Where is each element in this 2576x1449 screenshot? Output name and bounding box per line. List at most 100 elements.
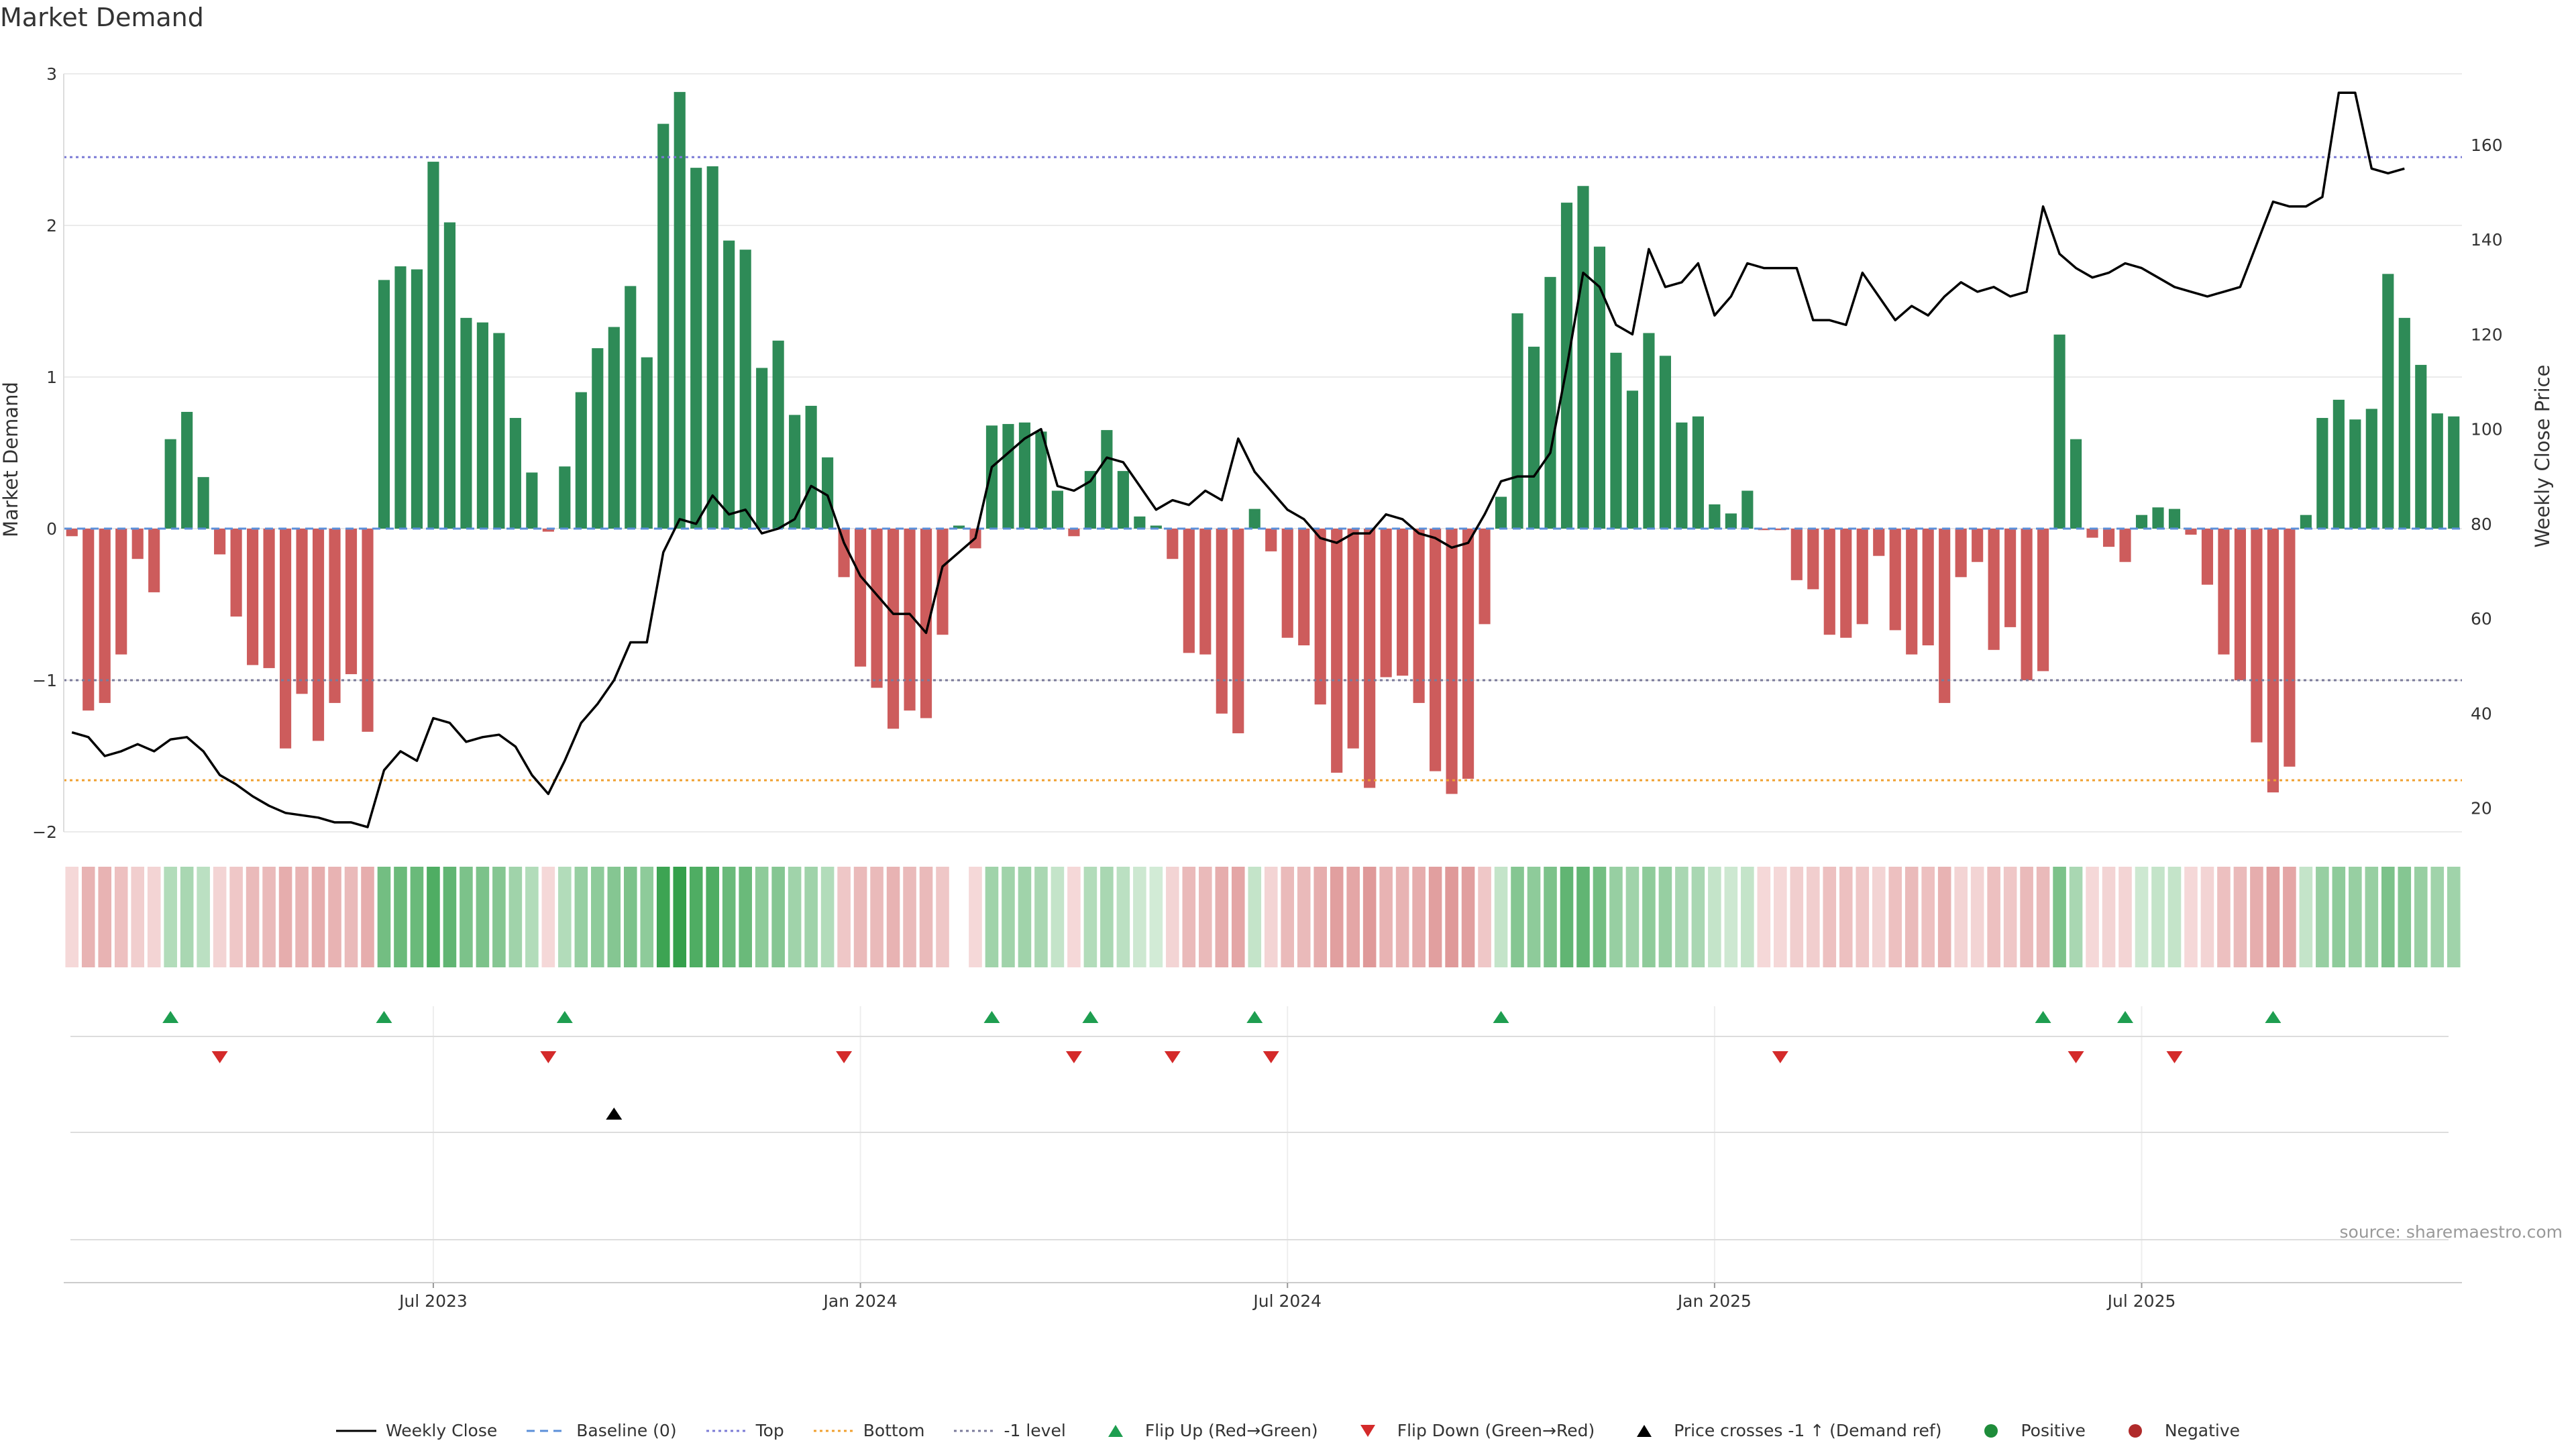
color-strip-cell [2069,867,2083,967]
positive-demand-bar [2332,399,2345,529]
legend-label: Flip Down (Green→Red) [1397,1421,1595,1440]
negative-demand-bar [542,529,554,532]
negative-demand-bar [1807,529,1819,590]
color-strip-cell [2447,867,2461,967]
legend-item-minus-one: -1 level [954,1421,1066,1440]
color-strip-cell [2053,867,2066,967]
color-strip-cell [295,867,309,967]
left-axis-label: Market Demand [0,382,22,537]
negative-demand-bar [1347,529,1359,749]
negative-demand-bar [1183,529,1195,653]
positive-demand-bar [739,250,751,529]
color-strip-cell [1133,867,1146,967]
color-strip-cell [2036,867,2050,967]
negative-demand-bar [1167,529,1179,559]
close-price-line [71,91,2405,828]
color-strip-cell [2233,867,2247,967]
color-strip-cell [623,867,637,967]
color-strip-cell [1691,867,1705,967]
color-strip-cell [1724,867,1738,967]
negative-demand-bar [1446,529,1458,794]
left-tick-label: 1 [46,368,57,387]
positive-demand-bar [427,162,439,529]
negative-demand-bar [1823,529,1835,635]
negative-demand-bar [279,529,292,749]
color-strip-cell [1248,867,1262,967]
positive-demand-bar [1018,422,1031,529]
flip-down-marker [1263,1051,1279,1063]
color-strip-cell [969,867,982,967]
positive-demand-bar [411,269,423,529]
negative-demand-bar [83,529,95,711]
positive-demand-bar [2135,515,2148,529]
positive-demand-bar [723,240,735,529]
color-strip-cell [1166,867,1179,967]
positive-demand-bar [2382,274,2394,529]
positive-demand-bar [1643,333,1655,529]
negative-demand-bar [1068,529,1080,537]
color-strip-cell [673,867,687,967]
positive-demand-bar [575,392,587,529]
color-strip-cell [1445,867,1458,967]
negative-demand-bar [2284,529,2296,767]
negative-demand-bar [329,529,341,703]
negative-demand-bar [1199,529,1212,655]
flip-up-marker [162,1011,179,1023]
color-strip-cell [1264,867,1278,967]
positive-demand-bar [1626,390,1639,529]
right-tick-label: 160 [2471,136,2503,155]
color-strip-cell [1806,867,1820,967]
negative-demand-bar [855,529,867,667]
flip-down-marker [836,1051,853,1063]
demand-color-strip [65,867,2461,967]
right-tick-label: 100 [2471,420,2503,439]
positive-demand-bar [2415,364,2427,529]
color-strip-cell [1083,867,1097,967]
negative-demand-bar [1972,529,1984,562]
positive-demand-bar [1544,276,1556,529]
color-strip-cell [1379,867,1393,967]
negative-demand-bar [1856,529,1868,625]
positive-demand-bar [2300,515,2312,529]
color-strip-cell [197,867,210,967]
flip-down-marker [1065,1051,1082,1063]
positive-demand-bar [805,405,817,529]
color-strip-cell [460,867,473,967]
color-strip-cell [755,867,769,967]
flip-up-marker [1246,1011,1263,1023]
color-strip-cell [985,867,999,967]
color-strip-cell [1576,867,1590,967]
color-strip-cell [2167,867,2182,967]
positive-demand-bar [1741,490,1754,529]
color-strip-cell [1395,867,1409,967]
color-strip-cell [2349,867,2362,967]
left-tick-label: 3 [46,64,57,84]
positive-demand-bar [394,266,407,529]
negative-demand-bar [1462,529,1474,779]
color-strip-cell [2365,867,2379,967]
legend-swatch [706,1423,747,1439]
negative-demand-bar [1430,529,1442,771]
negative-demand-bar [1774,529,1786,531]
x-tick-label: Jul 2023 [398,1291,468,1311]
right-tick-label: 40 [2471,704,2492,723]
color-strip-cell [81,867,95,967]
positive-demand-bar [476,322,488,529]
color-strip-cell [2398,867,2412,967]
legend-swatch [1348,1423,1388,1439]
left-tick-label: 2 [46,216,57,235]
color-strip-cell [525,867,539,967]
color-strip-cell [180,867,194,967]
color-strip-cell [2217,867,2231,967]
reference-lines [64,156,2462,782]
negative-demand-bar [2037,529,2049,672]
color-strip-cell [1675,867,1688,967]
positive-demand-bar [2070,439,2082,529]
positive-demand-bar [953,525,965,529]
flip-down-marker [1772,1051,1788,1063]
color-strip-cell [1018,867,1032,967]
color-strip-cell [1297,867,1311,967]
negative-demand-bar [362,529,374,732]
color-strip-cell [229,867,243,967]
color-strip-cell [147,867,161,967]
